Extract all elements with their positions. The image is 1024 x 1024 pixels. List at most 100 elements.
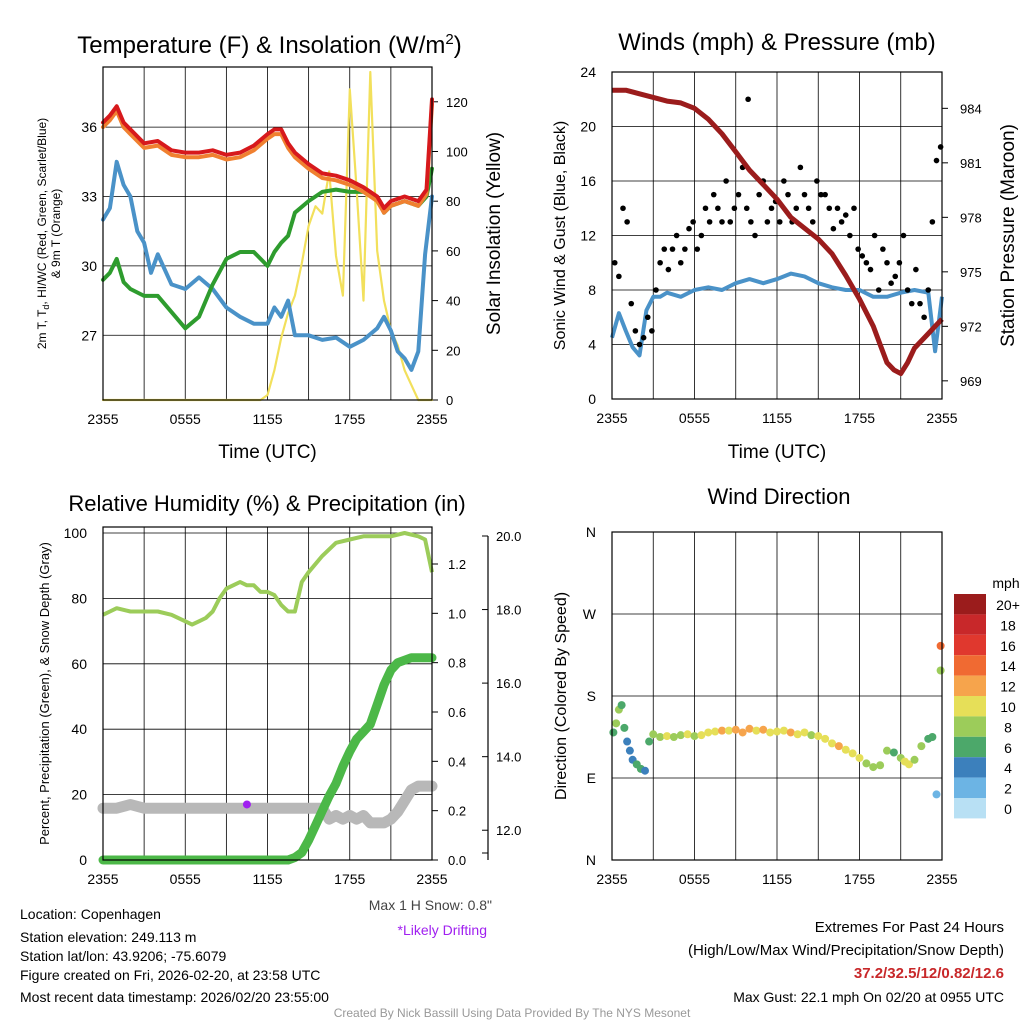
direction-point xyxy=(862,759,871,768)
direction-point xyxy=(752,726,761,735)
legend-label: 16 xyxy=(1000,638,1016,654)
direction-point xyxy=(620,723,629,732)
gust-point xyxy=(859,253,866,259)
y-left-tick-label: 60 xyxy=(71,656,87,672)
y-left-label-subscript: d xyxy=(41,305,51,310)
x-tick-label: 1755 xyxy=(334,411,365,427)
legend-swatch xyxy=(954,716,986,737)
x-tick-label: 2355 xyxy=(416,411,447,427)
gust-point xyxy=(838,219,845,225)
x-tick-label: 1155 xyxy=(252,871,282,887)
gust-point xyxy=(723,178,729,184)
gust-point xyxy=(731,205,738,212)
legend-swatch xyxy=(954,736,986,758)
precip-tick-label: 0.8 xyxy=(448,656,466,671)
humidity-panel: 2355 0555 1155 1755 23550204060801000.00.20.… xyxy=(37,491,521,938)
gust-point xyxy=(710,191,717,198)
gust-point xyxy=(698,232,705,239)
y-left-axis-label: Percent, Precipitation (Green), & Snow D… xyxy=(37,542,52,845)
location-text: Location: Copenhagen xyxy=(20,906,161,922)
y-left-label-part: , HI/WC (Red, Green, Scarlet/Blue) xyxy=(35,118,49,305)
direction-point xyxy=(828,739,836,748)
drifting-label: *Likely Drifting xyxy=(398,922,487,938)
y-tick-label: E xyxy=(587,770,596,786)
direction-point xyxy=(800,728,809,737)
gust-point xyxy=(752,232,758,239)
legend-label: 6 xyxy=(1004,740,1012,756)
y-left-tick-label: 80 xyxy=(71,590,87,606)
x-tick-label: 2355 xyxy=(87,871,118,887)
direction-point xyxy=(773,727,781,736)
y-right-axis-label: Station Pressure (Maroon) xyxy=(998,124,1019,347)
direction-point xyxy=(883,746,891,755)
y-left-axis-label-group: Percent, Precipitation (Green), & Snow D… xyxy=(37,542,52,845)
y-left-axis-label: Direction (Colored By Speed) xyxy=(553,592,570,800)
legend-label: 18 xyxy=(1000,617,1016,633)
x-axis-label: Time (UTC) xyxy=(728,442,827,463)
gust-point xyxy=(673,232,680,239)
y-left-tick-label: 24 xyxy=(580,64,596,80)
legend-label: 10 xyxy=(1000,699,1016,715)
x-axis-label: Time (UTC) xyxy=(218,442,317,463)
gust-point xyxy=(702,205,709,212)
direction-point xyxy=(617,701,626,710)
legend-label: 20+ xyxy=(996,597,1020,613)
direction-point xyxy=(848,749,857,758)
gust-point xyxy=(929,219,936,225)
snow-tick-label: 16.0 xyxy=(496,676,521,691)
station-latlon-text: Station lat/lon: 43.9206; -75.6079 xyxy=(20,948,227,964)
y-left-tick-label: 100 xyxy=(64,525,88,541)
precip-tick-label: 0.2 xyxy=(448,804,466,819)
direction-point xyxy=(625,746,634,755)
gust-point xyxy=(776,219,783,225)
legend-label: 14 xyxy=(1000,658,1016,674)
x-tick-label: 1755 xyxy=(844,410,875,426)
precip-tick-label: 1.0 xyxy=(448,606,466,621)
gust-point xyxy=(917,300,923,307)
y-right-tick-label: 0 xyxy=(446,393,453,408)
precip-tick-label: 0.0 xyxy=(448,853,466,868)
y-left-tick-label: 27 xyxy=(81,327,97,343)
gust-point xyxy=(896,259,903,266)
gust-point xyxy=(735,191,742,198)
gust-point xyxy=(913,266,919,273)
snow-tick-label: 20.0 xyxy=(496,529,521,544)
y-left-tick-label: 36 xyxy=(81,119,97,135)
y-left-tick-label: 0 xyxy=(79,852,87,868)
y-left-tick-label: 30 xyxy=(81,258,97,274)
gust-point xyxy=(855,246,861,252)
y-right-tick-label: 100 xyxy=(446,144,468,159)
gust-point xyxy=(851,205,857,212)
y-left-tick-label: 40 xyxy=(71,721,87,737)
direction-point xyxy=(932,790,941,799)
extremes-title: Extremes For Past 24 Hours xyxy=(814,919,1004,936)
y-right-tick-label: 972 xyxy=(960,319,982,334)
y-right-tick-label: 981 xyxy=(960,156,982,171)
legend-swatch xyxy=(954,757,986,778)
extremes-legend: (High/Low/Max Wind/Precipitation/Snow De… xyxy=(688,942,1004,959)
y-tick-label: S xyxy=(587,688,596,704)
y-right-tick-label: 978 xyxy=(960,210,982,225)
direction-point xyxy=(807,731,816,740)
temperature-panel: 2355 0555 1155 1755 2355 27 30 33 36 0 20 40 60 80 100… xyxy=(35,31,505,463)
y-right-tick-label: 984 xyxy=(960,101,982,116)
gust-point xyxy=(884,259,890,266)
y-tick-label: N xyxy=(586,524,596,540)
max-snow-label: Max 1 H Snow: 0.8" xyxy=(369,897,492,913)
gust-point xyxy=(706,219,713,225)
gust-point xyxy=(632,328,639,334)
direction-point xyxy=(683,730,692,739)
direction-point xyxy=(711,727,720,736)
max-gust-text: Max Gust: 22.1 mph On 02/20 at 0955 UTC xyxy=(733,989,1004,1005)
gust-point xyxy=(653,287,659,293)
gust-point xyxy=(863,259,870,266)
y-right-tick-label: 120 xyxy=(446,95,468,110)
direction-point xyxy=(869,763,878,772)
series-line-relative-humidity xyxy=(102,531,434,627)
legend-swatch xyxy=(954,696,986,717)
chart-title-superscript: 2 xyxy=(445,31,453,48)
precip-tick-label: 0.4 xyxy=(448,754,466,769)
legend-swatch xyxy=(954,634,986,656)
gust-point xyxy=(822,191,828,198)
chart-title: Temperature (F) & Insolation (W/m2) xyxy=(77,31,461,59)
